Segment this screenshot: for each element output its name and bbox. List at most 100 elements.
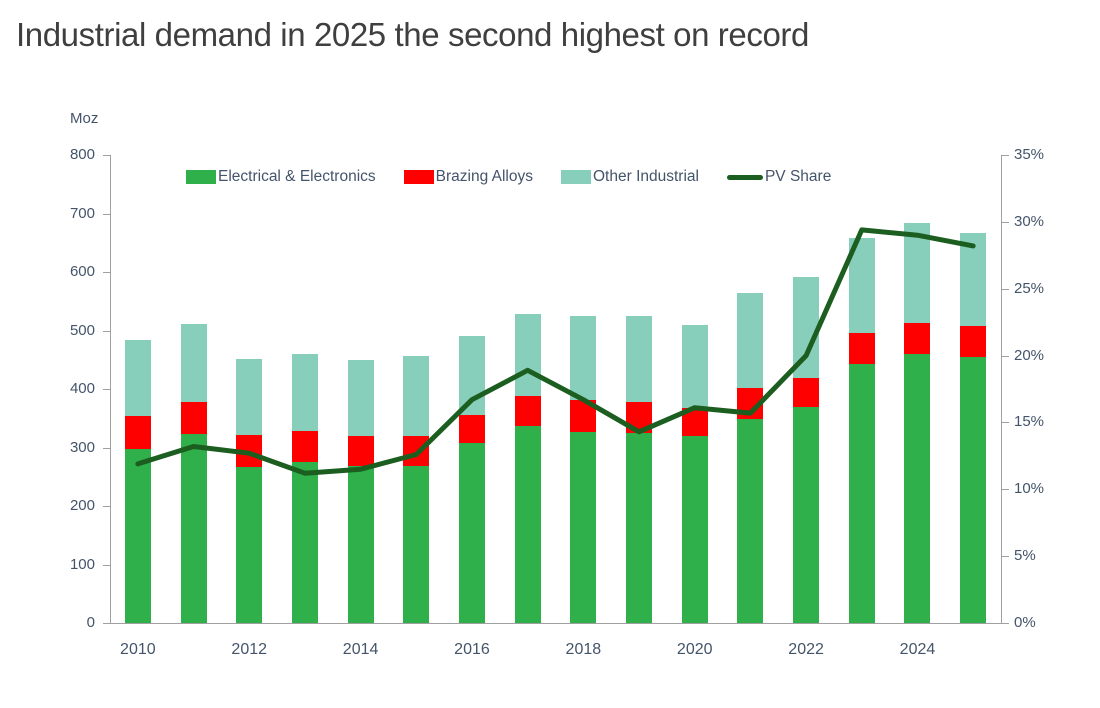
bar-segment-other-industrial [626, 315, 653, 403]
x-axis-tick-label: 2020 [676, 641, 713, 658]
left-axis-tick-label: 500 [69, 321, 95, 339]
bar-segment-other-industrial [347, 359, 374, 436]
right-axis-line [1001, 155, 1002, 623]
bar-segment-other-industrial [793, 276, 820, 378]
bar-segment-electrical-electronics [904, 354, 931, 623]
legend-label-other-industrial: Other Industrial [593, 168, 699, 185]
bar-segment-other-industrial [681, 324, 708, 409]
left-axis-tick-label: 300 [69, 438, 95, 456]
right-axis-tick [1002, 155, 1009, 156]
right-axis-tick [1002, 288, 1009, 290]
bar-segment-electrical-electronics [626, 433, 653, 623]
x-axis-tick-label: 2014 [342, 641, 379, 658]
x-axis-tick-label: 2010 [120, 641, 156, 658]
bar-segment-brazing-alloys [737, 388, 764, 420]
bar-segment-other-industrial [291, 353, 318, 432]
right-axis-tick-label: 5% [1014, 547, 1036, 565]
bar-segment-brazing-alloys [848, 333, 875, 365]
bar-segment-electrical-electronics [681, 435, 708, 623]
bar-segment-other-industrial [403, 356, 430, 437]
legend-item-pv-share: PV Share [726, 168, 832, 186]
bar-segment-electrical-electronics [291, 462, 318, 623]
legend-label-pv-share: PV Share [764, 168, 832, 185]
bar-segment-brazing-alloys [904, 323, 931, 355]
right-axis-tick-label: 10% [1014, 480, 1045, 498]
left-axis-unit-label: Moz [70, 110, 99, 127]
bar-segment-brazing-alloys [291, 431, 318, 463]
legend-label-electrical-electronics: Electrical & Electronics [218, 168, 376, 185]
bar-segment-other-industrial [124, 340, 151, 416]
left-axis-tick-label: 600 [69, 263, 95, 280]
legend-swatch-electrical-electronics-icon [186, 170, 216, 184]
legend-line-swatch-pv-share-icon [726, 174, 763, 180]
bar-segment-other-industrial [904, 223, 931, 324]
bar-segment-brazing-alloys [180, 401, 207, 435]
right-axis-tick-label: 20% [1014, 346, 1045, 364]
bar-segment-electrical-electronics [960, 357, 987, 623]
bar-segment-other-industrial [180, 324, 207, 402]
left-axis-tick [103, 447, 110, 449]
right-axis-tick-label: 25% [1014, 279, 1045, 297]
legend-label-brazing-alloys: Brazing Alloys [435, 168, 533, 185]
bar-segment-other-industrial [514, 314, 541, 396]
bar-segment-electrical-electronics [458, 443, 485, 623]
bar-segment-brazing-alloys [124, 415, 151, 449]
bar-segment-other-industrial [458, 336, 485, 415]
right-axis-tick [1002, 422, 1009, 424]
left-axis-tick [103, 155, 110, 156]
left-axis-tick-label: 400 [69, 380, 95, 397]
legend-item-other-industrial: Other Industrial [561, 168, 699, 186]
bar-segment-brazing-alloys [681, 408, 708, 436]
left-axis-tick-label: 800 [69, 146, 95, 163]
bar-segment-brazing-alloys [236, 434, 263, 468]
left-axis-tick [103, 272, 110, 273]
bar-segment-electrical-electronics [236, 467, 263, 623]
bar-segment-electrical-electronics [124, 448, 151, 623]
right-axis-tick [1002, 489, 1009, 491]
bar-segment-brazing-alloys [458, 414, 485, 444]
right-axis-tick [1002, 556, 1009, 558]
bar-segment-electrical-electronics [347, 466, 374, 623]
bar-segment-brazing-alloys [626, 402, 653, 434]
right-axis-tick [1002, 623, 1009, 624]
x-axis-tick-label: 2022 [788, 641, 824, 658]
right-axis-tick [1002, 221, 1009, 223]
bar-segment-other-industrial [848, 238, 875, 334]
bar-segment-electrical-electronics [737, 419, 764, 623]
right-axis-tick-label: 0% [1014, 614, 1036, 631]
bar-segment-brazing-alloys [403, 436, 430, 466]
bar-segment-electrical-electronics [570, 431, 597, 623]
left-axis-tick [103, 213, 110, 215]
left-axis-tick-label: 200 [69, 497, 95, 514]
bar-segment-electrical-electronics [514, 425, 541, 623]
bar-segment-electrical-electronics [848, 364, 875, 623]
bar-segment-other-industrial [737, 293, 764, 389]
x-axis-tick-label: 2016 [454, 641, 490, 658]
right-axis-tick [1002, 355, 1009, 357]
legend-swatch-brazing-alloys-icon [403, 170, 434, 184]
bar-segment-brazing-alloys [347, 435, 374, 467]
x-axis-line [110, 623, 1002, 624]
bar-segment-electrical-electronics [403, 465, 430, 623]
bar-segment-other-industrial [570, 315, 597, 401]
left-axis-tick [103, 564, 110, 566]
x-axis-tick-label: 2018 [565, 641, 602, 658]
right-axis-tick-label: 30% [1014, 212, 1045, 230]
bar-segment-brazing-alloys [793, 377, 820, 407]
legend-item-electrical-electronics: Electrical & Electronics [186, 168, 376, 186]
legend-item-brazing-alloys: Brazing Alloys [403, 168, 533, 186]
x-axis-tick-label: 2012 [231, 641, 268, 658]
bar-segment-brazing-alloys [514, 396, 541, 426]
left-axis-line [110, 155, 111, 623]
left-axis-tick [103, 506, 110, 507]
bar-segment-brazing-alloys [570, 400, 597, 432]
left-axis-tick [103, 330, 110, 332]
bar-segment-other-industrial [236, 358, 263, 435]
x-axis-tick-label: 2024 [899, 641, 936, 658]
bar-segment-electrical-electronics [793, 406, 820, 623]
left-axis-tick-label: 0 [86, 614, 95, 631]
legend: Electrical & Electronics Brazing Alloys … [186, 168, 831, 186]
right-axis-tick-label: 35% [1014, 146, 1045, 163]
